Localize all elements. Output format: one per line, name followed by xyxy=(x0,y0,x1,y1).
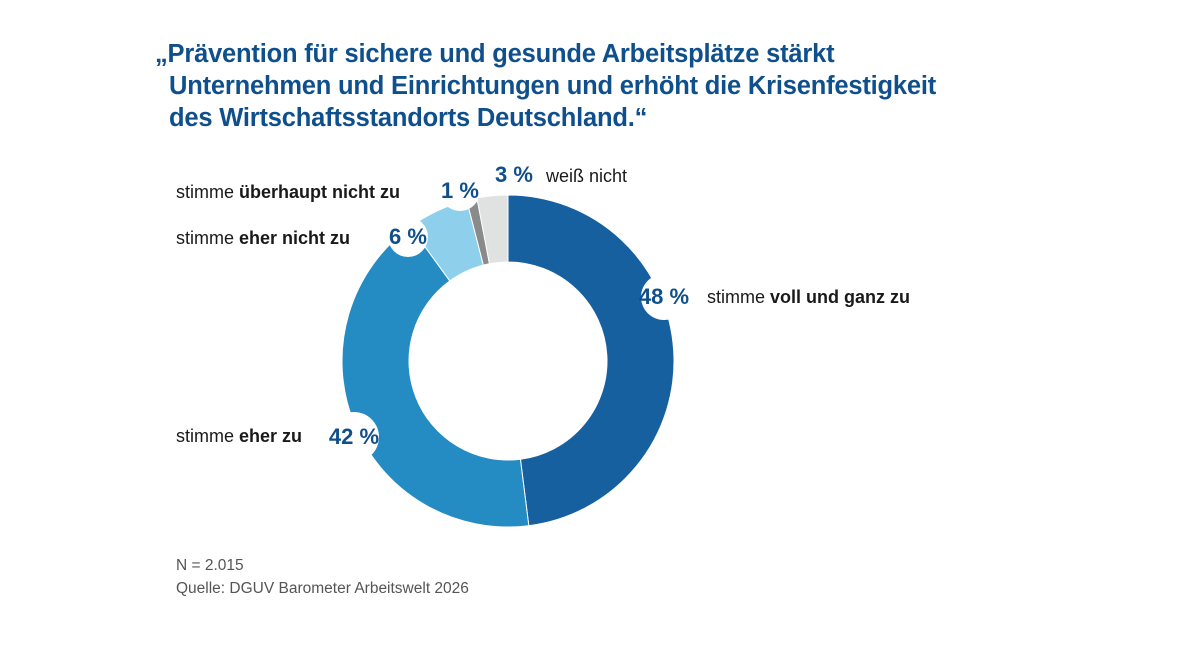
title-line: des Wirtschaftsstandorts Deutschland.“ xyxy=(169,104,648,132)
label-weiss-nicht: weiß nicht xyxy=(546,166,628,186)
donut-slice-42 xyxy=(341,226,530,528)
source-note: Quelle: DGUV Barometer Arbeitswelt 2026 xyxy=(176,580,469,597)
label-disc xyxy=(641,274,687,320)
label-disc xyxy=(388,217,428,257)
label-eher-zu: stimme eher zu xyxy=(176,426,303,446)
value-label-42: 42 % xyxy=(328,424,380,449)
donut-slice-3 xyxy=(476,194,509,265)
sample-size: N = 2.015 xyxy=(176,557,244,574)
label-voll-und-ganz: stimme voll und ganz zu xyxy=(707,287,910,307)
value-label-3: 3 % xyxy=(495,162,533,187)
title-line: „Prävention für sichere und gesunde Arbe… xyxy=(155,40,835,68)
label-disc xyxy=(329,412,379,462)
donut-slice-48 xyxy=(507,194,675,527)
label-disc xyxy=(440,171,480,211)
value-label-48: 48 % xyxy=(638,284,690,309)
chart-title: „Prävention für sichere und gesunde Arbe… xyxy=(155,38,1055,134)
title-line: Unternehmen und Einrichtungen und erhöht… xyxy=(169,72,937,100)
value-label-1: 1 % xyxy=(441,178,479,203)
label-eher-nicht-zu: stimme eher nicht zu xyxy=(176,228,351,248)
label-ueberhaupt-nicht-zu: stimme überhaupt nicht zu xyxy=(176,182,400,202)
value-label-6: 6 % xyxy=(389,224,427,249)
